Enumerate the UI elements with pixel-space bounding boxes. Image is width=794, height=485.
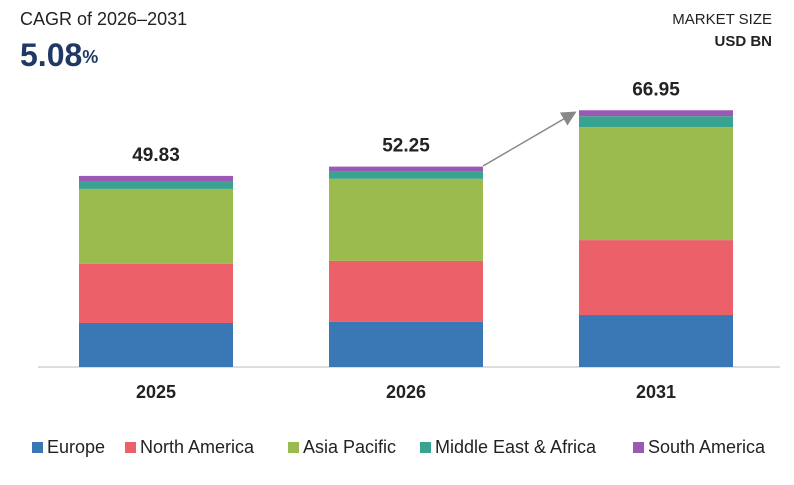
legend-label: Middle East & Africa: [435, 437, 597, 457]
bar-segment: [329, 321, 483, 367]
x-tick-label: 2026: [386, 382, 426, 402]
growth-arrow: [482, 111, 577, 167]
legend-label: South America: [648, 437, 766, 457]
bar-segment: [79, 181, 233, 189]
bar-segment: [579, 315, 733, 367]
unit-title: MARKET SIZE: [672, 11, 772, 28]
bar-segment: [329, 171, 483, 179]
bar-segment: [79, 188, 233, 264]
legend-swatch: [125, 442, 136, 453]
total-label: 49.83: [132, 145, 180, 166]
legend-label: Europe: [47, 437, 105, 457]
bar-segment: [329, 166, 483, 172]
bar-segment: [79, 263, 233, 323]
bar-segment: [579, 240, 733, 316]
subtitle: CAGR of 2026–2031: [20, 9, 187, 29]
bar-segment: [79, 175, 233, 182]
bar-segment: [579, 110, 733, 117]
x-tick-label: 2031: [636, 382, 676, 402]
cagr-value: 5.08: [20, 37, 82, 73]
legend-swatch: [32, 442, 43, 453]
unit: USD BN: [714, 33, 772, 50]
cagr-unit: %: [82, 47, 98, 67]
bar-segment: [329, 260, 483, 322]
legend-label: North America: [140, 437, 255, 457]
legend-swatch: [633, 442, 644, 453]
bar-segment: [329, 178, 483, 261]
bar-segment: [579, 116, 733, 128]
legend-swatch: [288, 442, 299, 453]
x-tick-label: 2025: [136, 382, 176, 402]
cagr: 5.08%: [20, 37, 98, 73]
total-label: 66.95: [632, 79, 680, 100]
legend-swatch: [420, 442, 431, 453]
total-label: 52.25: [382, 136, 430, 157]
legend-label: Asia Pacific: [303, 437, 396, 457]
bar-segment: [579, 127, 733, 241]
bar-segment: [79, 322, 233, 367]
